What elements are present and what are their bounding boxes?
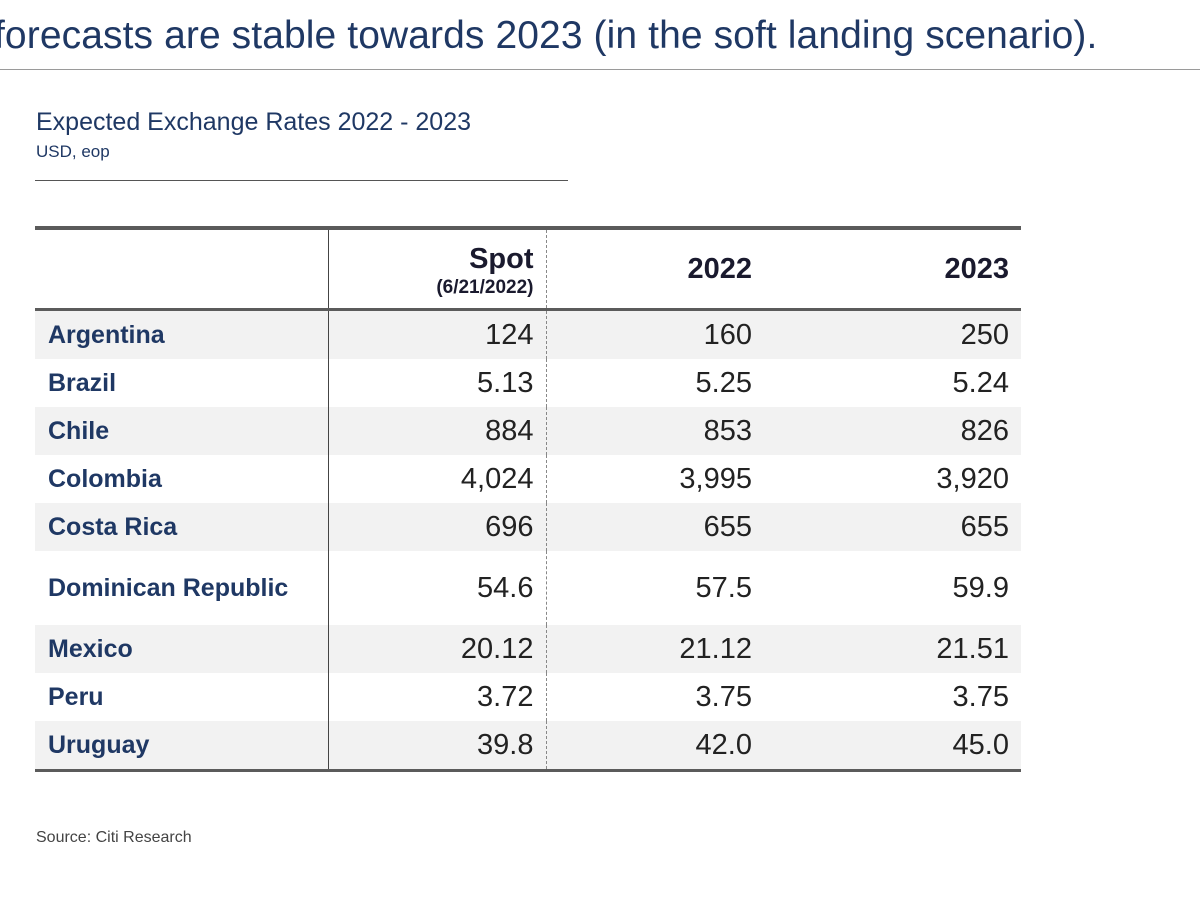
value-2023: 3.75 bbox=[952, 680, 1009, 713]
spot-value: 4,024 bbox=[328, 455, 547, 503]
value-2022: 57.5 bbox=[695, 571, 752, 604]
table-body: Argentina 124 160 250 Brazil 5.13 5.25 5.24 Chil… bbox=[35, 309, 1021, 771]
value-2022: 5.25 bbox=[695, 366, 752, 399]
value-2023: 45.0 bbox=[764, 721, 1021, 771]
value-2022: 160 bbox=[546, 309, 764, 359]
table-row: Costa Rica 696 655 655 bbox=[35, 503, 1021, 551]
value-2023: 250 bbox=[764, 309, 1021, 359]
value-2022: 42.0 bbox=[546, 721, 764, 771]
spot-value: 696 bbox=[328, 503, 547, 551]
title-divider bbox=[35, 180, 568, 181]
header-spot-date: (6/21/2022) bbox=[436, 276, 534, 298]
spot-value: 3.72 bbox=[328, 673, 547, 721]
country-cell: Mexico bbox=[35, 625, 329, 673]
exchange-rate-table: Spot (6/21/2022) 2022 2023 Argentina 124 1… bbox=[35, 226, 1021, 772]
header-country bbox=[35, 228, 329, 311]
table-row: Chile 884 853 826 bbox=[35, 407, 1021, 455]
value-2022: 21.12 bbox=[546, 625, 764, 673]
spot-value: 124 bbox=[328, 309, 547, 359]
table-row: Colombia 4,024 3,995 3,920 bbox=[35, 455, 1021, 503]
country-cell: Argentina bbox=[35, 309, 329, 359]
spot-value: 5.13 bbox=[328, 359, 547, 407]
table-row: Dominican Republic 54.6 57.5 59.9 bbox=[35, 551, 1021, 625]
table-header-row: Spot (6/21/2022) 2022 2023 bbox=[35, 228, 1021, 311]
value-2022: 655 bbox=[546, 503, 764, 551]
spot-value: 39.8 bbox=[328, 721, 547, 771]
table-row: Mexico 20.12 21.12 21.51 bbox=[35, 625, 1021, 673]
header-2023: 2023 bbox=[764, 228, 1021, 311]
country-cell: Dominican Republic bbox=[35, 551, 329, 625]
value-2022: 853 bbox=[546, 407, 764, 455]
country-cell: Brazil bbox=[35, 359, 329, 407]
value-2023: 655 bbox=[764, 503, 1021, 551]
value-2023: 59.9 bbox=[952, 571, 1009, 604]
header-spot: Spot (6/21/2022) bbox=[328, 228, 547, 311]
country-cell: Uruguay bbox=[35, 721, 329, 771]
header-2022: 2022 bbox=[546, 228, 764, 311]
country-cell: Peru bbox=[35, 673, 329, 721]
spot-value: 884 bbox=[328, 407, 547, 455]
chart-subtitle: USD, eop bbox=[36, 142, 110, 161]
spot-value: 20.12 bbox=[328, 625, 547, 673]
country-cell: Costa Rica bbox=[35, 503, 329, 551]
headline-divider bbox=[0, 69, 1200, 70]
value-2023: 21.51 bbox=[764, 625, 1021, 673]
source-note: Source: Citi Research bbox=[36, 829, 192, 846]
value-2023: 3,920 bbox=[936, 462, 1009, 495]
table-row: Uruguay 39.8 42.0 45.0 bbox=[35, 721, 1021, 771]
value-2023: 5.24 bbox=[952, 366, 1009, 399]
value-2023: 826 bbox=[764, 407, 1021, 455]
country-cell: Colombia bbox=[35, 455, 329, 503]
country-cell: Chile bbox=[35, 407, 329, 455]
table-row: Brazil 5.13 5.25 5.24 bbox=[35, 359, 1021, 407]
spot-value: 54.6 bbox=[328, 551, 547, 625]
chart-title: Expected Exchange Rates 2022 - 2023 bbox=[36, 108, 472, 136]
table-row: Peru 3.72 3.75 3.75 bbox=[35, 673, 1021, 721]
value-2022: 3,995 bbox=[679, 462, 752, 495]
header-spot-label: Spot bbox=[469, 243, 534, 276]
slide-headline: forecasts are stable towards 2023 (in th… bbox=[0, 14, 1098, 57]
table-row: Argentina 124 160 250 bbox=[35, 309, 1021, 359]
value-2022: 3.75 bbox=[695, 680, 752, 713]
